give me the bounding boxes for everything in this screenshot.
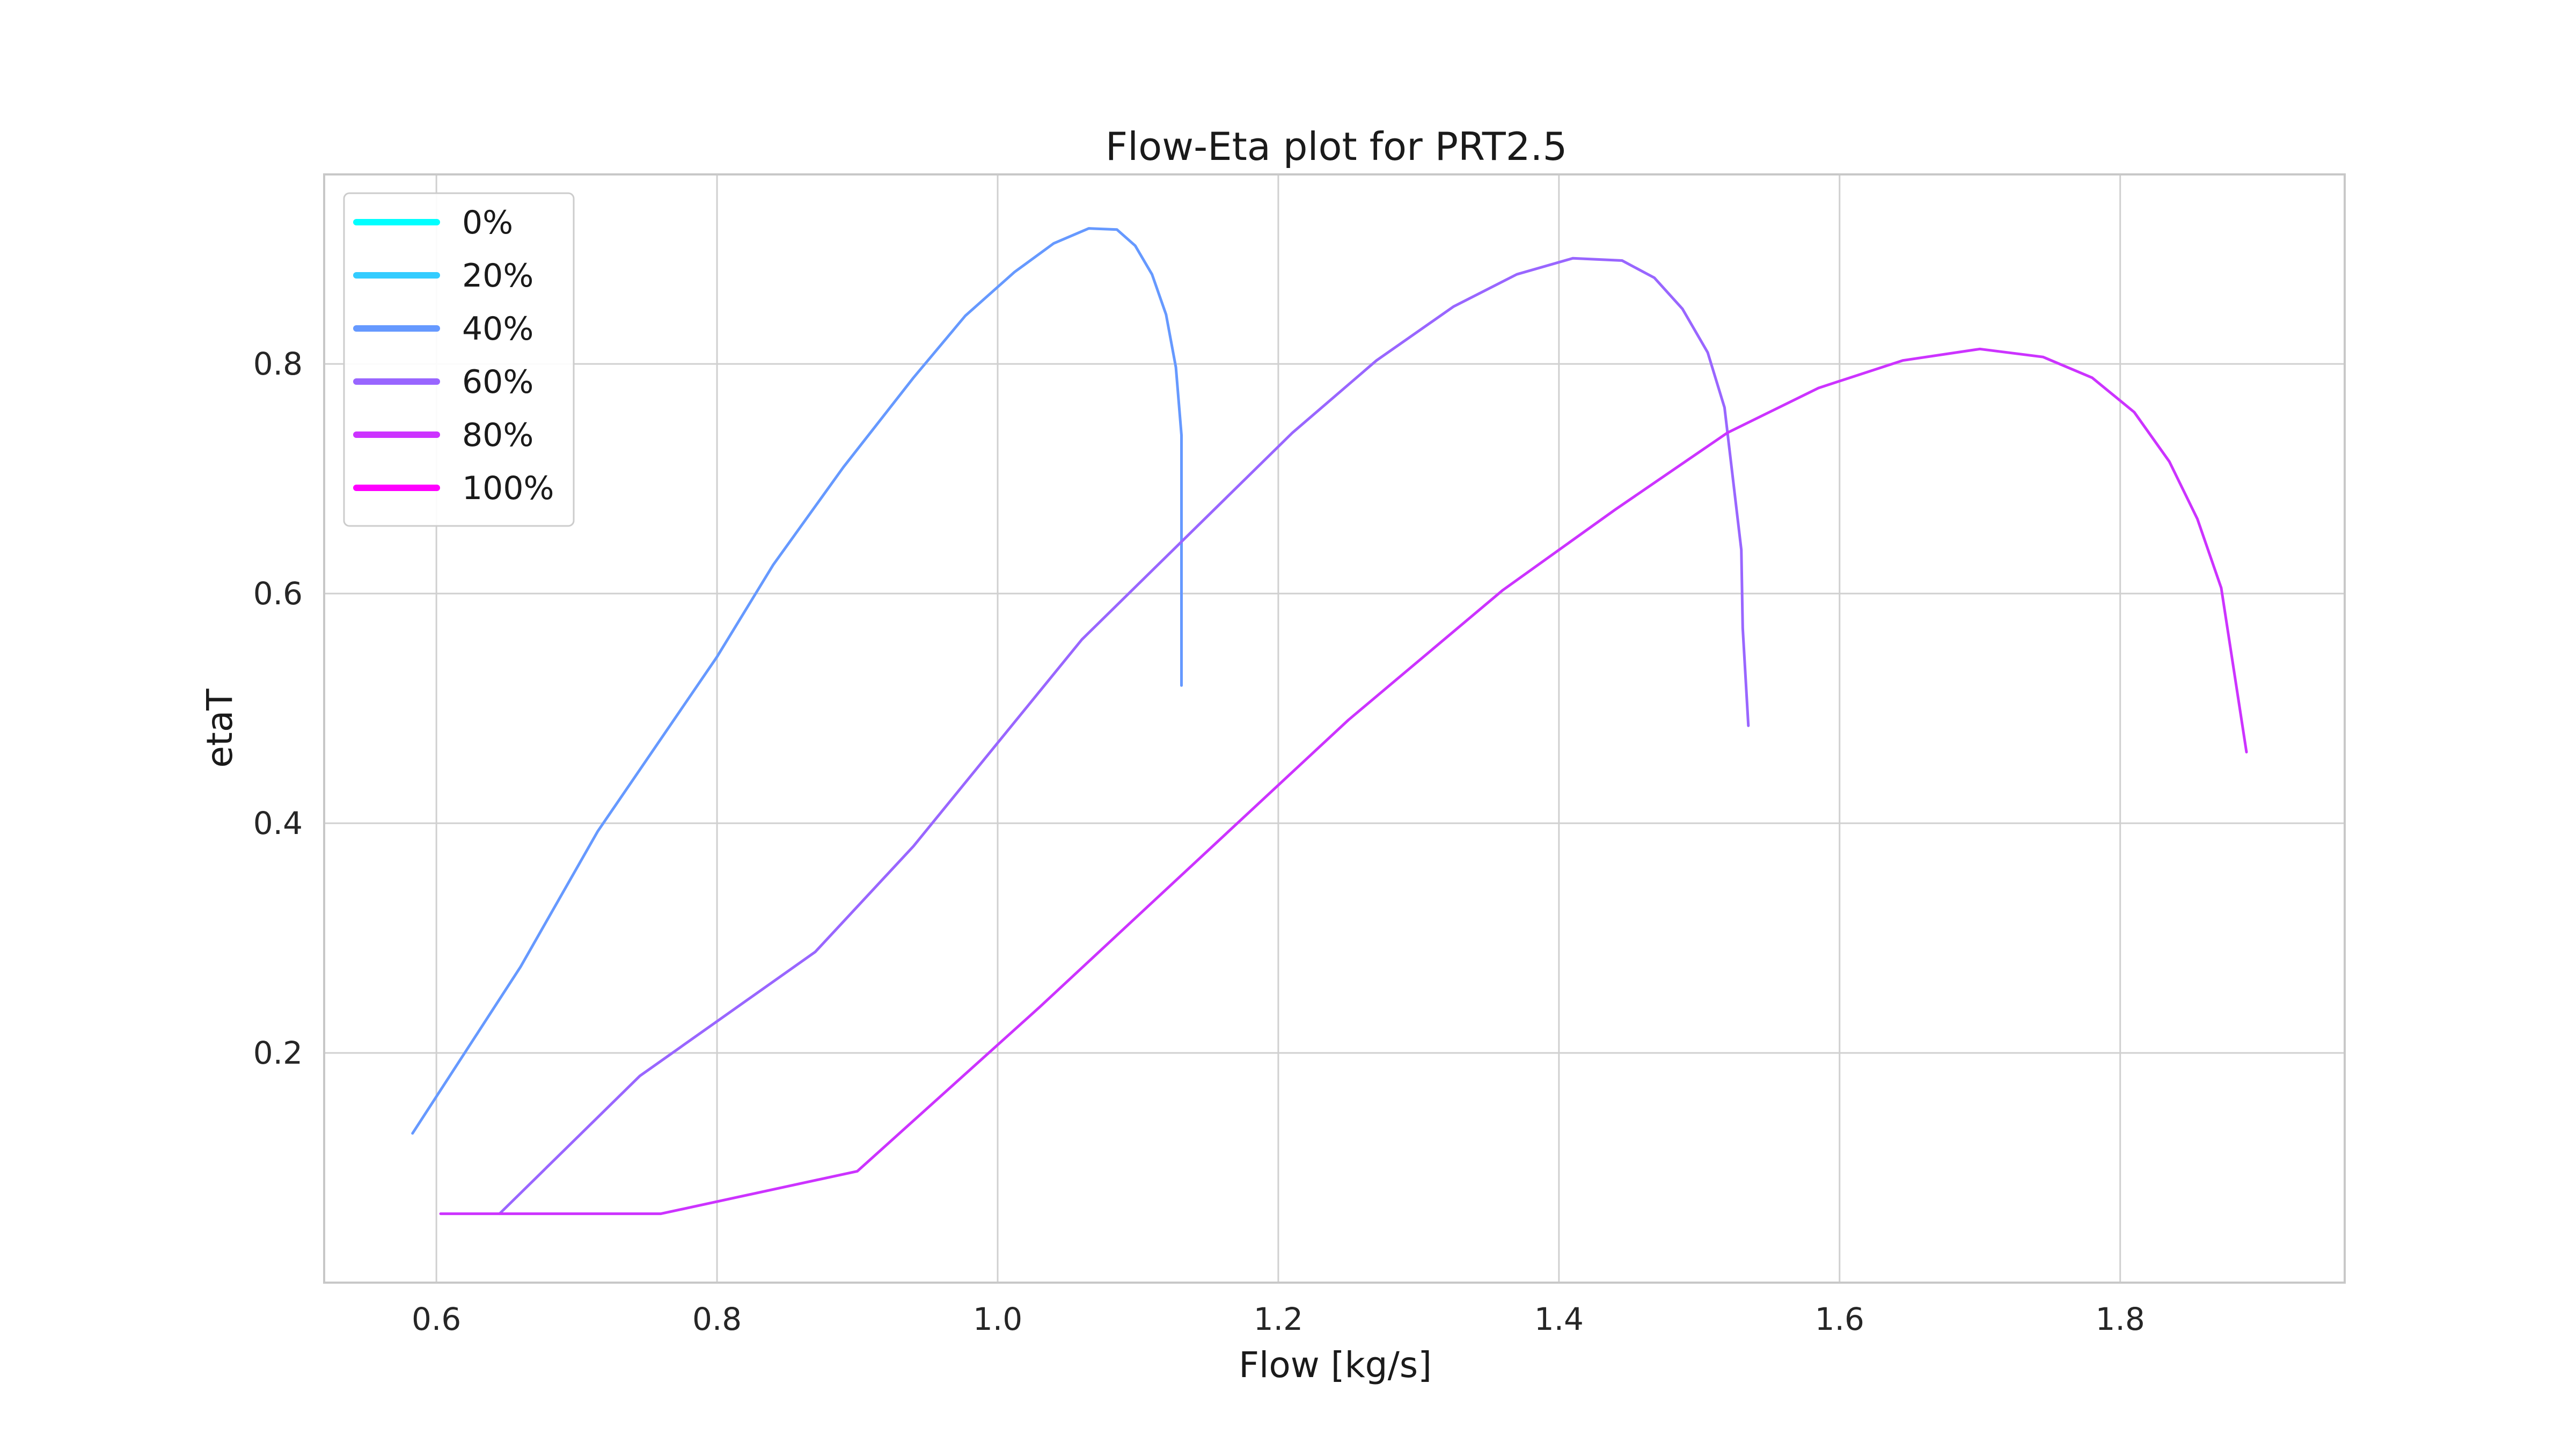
legend-label: 80% [462,416,533,454]
legend-items: 0% 20% 40% 60% 80% 100% [353,204,554,507]
x-axis-label: Flow [kg/s] [1239,1344,1432,1386]
y-tick-label: 0.2 [253,1035,303,1071]
x-tick-label: 1.2 [1254,1301,1303,1337]
series-layer [411,227,2248,1216]
legend-label: 40% [462,310,533,348]
x-tick-labels: 0.6 0.8 1.0 1.2 1.4 1.6 1.8 [412,1301,2145,1337]
y-tick-label: 0.4 [253,805,303,841]
legend-label: 60% [462,363,533,401]
legend-label: 100% [462,470,554,507]
plot-frame [323,173,2346,1284]
x-tick-label: 1.0 [973,1301,1022,1337]
series-line-80pct [439,347,2248,1216]
legend: 0% 20% 40% 60% 80% 100% [343,192,575,527]
grid-lines [324,174,2345,1283]
y-tick-labels: 0.2 0.4 0.6 0.8 [253,346,303,1071]
legend-label: 0% [462,204,513,241]
x-tick-label: 0.6 [412,1301,461,1337]
series-line-40pct [411,227,1183,1135]
legend-label: 20% [462,257,533,295]
chart-title: Flow-Eta plot for PRT2.5 [1106,124,1568,169]
y-tick-label: 0.6 [253,575,303,612]
y-tick-label: 0.8 [253,346,303,382]
x-tick-label: 1.6 [1815,1301,1864,1337]
x-tick-label: 1.4 [1534,1301,1584,1337]
y-axis-label: etaT [199,689,240,768]
x-tick-label: 0.8 [692,1301,742,1337]
series-line-60pct [498,257,1750,1216]
x-tick-label: 1.8 [2096,1301,2145,1337]
